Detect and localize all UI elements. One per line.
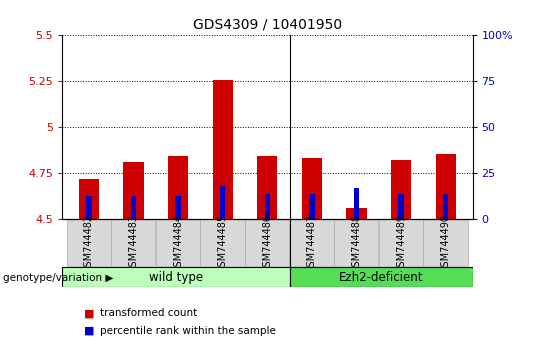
Text: percentile rank within the sample: percentile rank within the sample	[100, 326, 276, 336]
Text: genotype/variation ▶: genotype/variation ▶	[3, 273, 113, 283]
Text: GSM744487: GSM744487	[307, 214, 317, 273]
Bar	[79, 179, 99, 219]
Text: GSM744482: GSM744482	[84, 214, 94, 273]
Bar	[354, 188, 359, 219]
FancyBboxPatch shape	[379, 221, 423, 266]
Bar	[443, 194, 448, 219]
FancyBboxPatch shape	[423, 221, 468, 266]
FancyBboxPatch shape	[334, 221, 379, 266]
FancyBboxPatch shape	[289, 267, 472, 287]
Text: ■: ■	[84, 308, 94, 318]
Bar	[257, 156, 278, 219]
FancyBboxPatch shape	[156, 221, 200, 266]
Text: transformed count: transformed count	[100, 308, 197, 318]
Text: Ezh2-deficient: Ezh2-deficient	[339, 270, 423, 284]
Text: wild type: wild type	[149, 270, 203, 284]
Bar	[124, 162, 144, 219]
Bar	[391, 160, 411, 219]
Bar	[265, 194, 270, 219]
Text: GSM744490: GSM744490	[441, 214, 451, 273]
Bar	[399, 194, 404, 219]
Text: GSM744484: GSM744484	[173, 214, 183, 273]
Bar	[86, 195, 92, 219]
Bar	[220, 186, 225, 219]
Bar	[131, 195, 136, 219]
FancyBboxPatch shape	[111, 221, 156, 266]
FancyBboxPatch shape	[62, 267, 289, 287]
Bar	[213, 80, 233, 219]
Bar	[176, 195, 181, 219]
Bar	[436, 154, 456, 219]
FancyBboxPatch shape	[200, 221, 245, 266]
Text: GSM744485: GSM744485	[218, 214, 228, 273]
Text: ■: ■	[84, 326, 94, 336]
Bar	[347, 209, 367, 219]
Bar	[302, 158, 322, 219]
FancyBboxPatch shape	[289, 221, 334, 266]
Bar	[168, 156, 188, 219]
Text: GSM744486: GSM744486	[262, 214, 272, 273]
Text: GSM744483: GSM744483	[129, 214, 138, 273]
Bar	[309, 194, 315, 219]
Text: GSM744488: GSM744488	[352, 214, 361, 273]
FancyBboxPatch shape	[245, 221, 289, 266]
Title: GDS4309 / 10401950: GDS4309 / 10401950	[193, 17, 342, 32]
FancyBboxPatch shape	[66, 221, 111, 266]
Text: GSM744489: GSM744489	[396, 214, 406, 273]
